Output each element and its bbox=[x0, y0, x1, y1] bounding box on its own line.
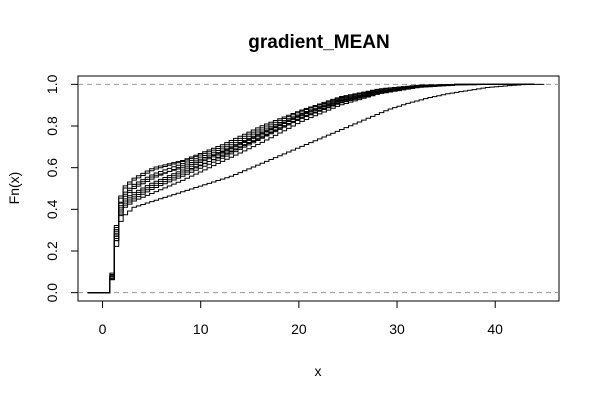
ecdf-series-10 bbox=[87, 83, 535, 294]
x-tick-label: 40 bbox=[487, 321, 503, 337]
ecdf-series-4 bbox=[87, 83, 535, 294]
y-tick-label: 0.0 bbox=[44, 283, 60, 303]
y-tick-label: 1.0 bbox=[44, 74, 60, 94]
ecdf-series-9 bbox=[87, 83, 535, 294]
x-tick-label: 10 bbox=[193, 321, 209, 337]
y-tick-label: 0.8 bbox=[44, 116, 60, 136]
ecdf-series-8 bbox=[87, 83, 535, 294]
x-tick-label: 30 bbox=[389, 321, 405, 337]
ecdf-series-1 bbox=[87, 83, 535, 294]
x-tick-label: 0 bbox=[99, 321, 107, 337]
ecdf-series-3 bbox=[87, 83, 535, 294]
ecdf-series-11 bbox=[87, 83, 545, 294]
x-axis-label: x bbox=[315, 363, 322, 379]
y-tick-label: 0.4 bbox=[44, 199, 60, 219]
y-tick-label: 0.6 bbox=[44, 158, 60, 178]
ecdf-series-6 bbox=[87, 83, 535, 294]
ecdf-series-5 bbox=[87, 83, 535, 294]
y-axis-label: Fn(x) bbox=[6, 172, 22, 205]
ecdf-series-group bbox=[87, 83, 545, 294]
y-axis: 0.0 0.2 0.4 0.6 0.8 1.0 bbox=[44, 74, 79, 303]
chart-title: gradient_MEAN bbox=[248, 32, 389, 53]
ecdf-series-2 bbox=[87, 83, 535, 294]
x-axis: 0 10 20 30 40 bbox=[99, 300, 503, 337]
ecdf-series-7 bbox=[87, 83, 535, 294]
x-tick-label: 20 bbox=[291, 321, 307, 337]
y-tick-label: 0.2 bbox=[44, 241, 60, 261]
